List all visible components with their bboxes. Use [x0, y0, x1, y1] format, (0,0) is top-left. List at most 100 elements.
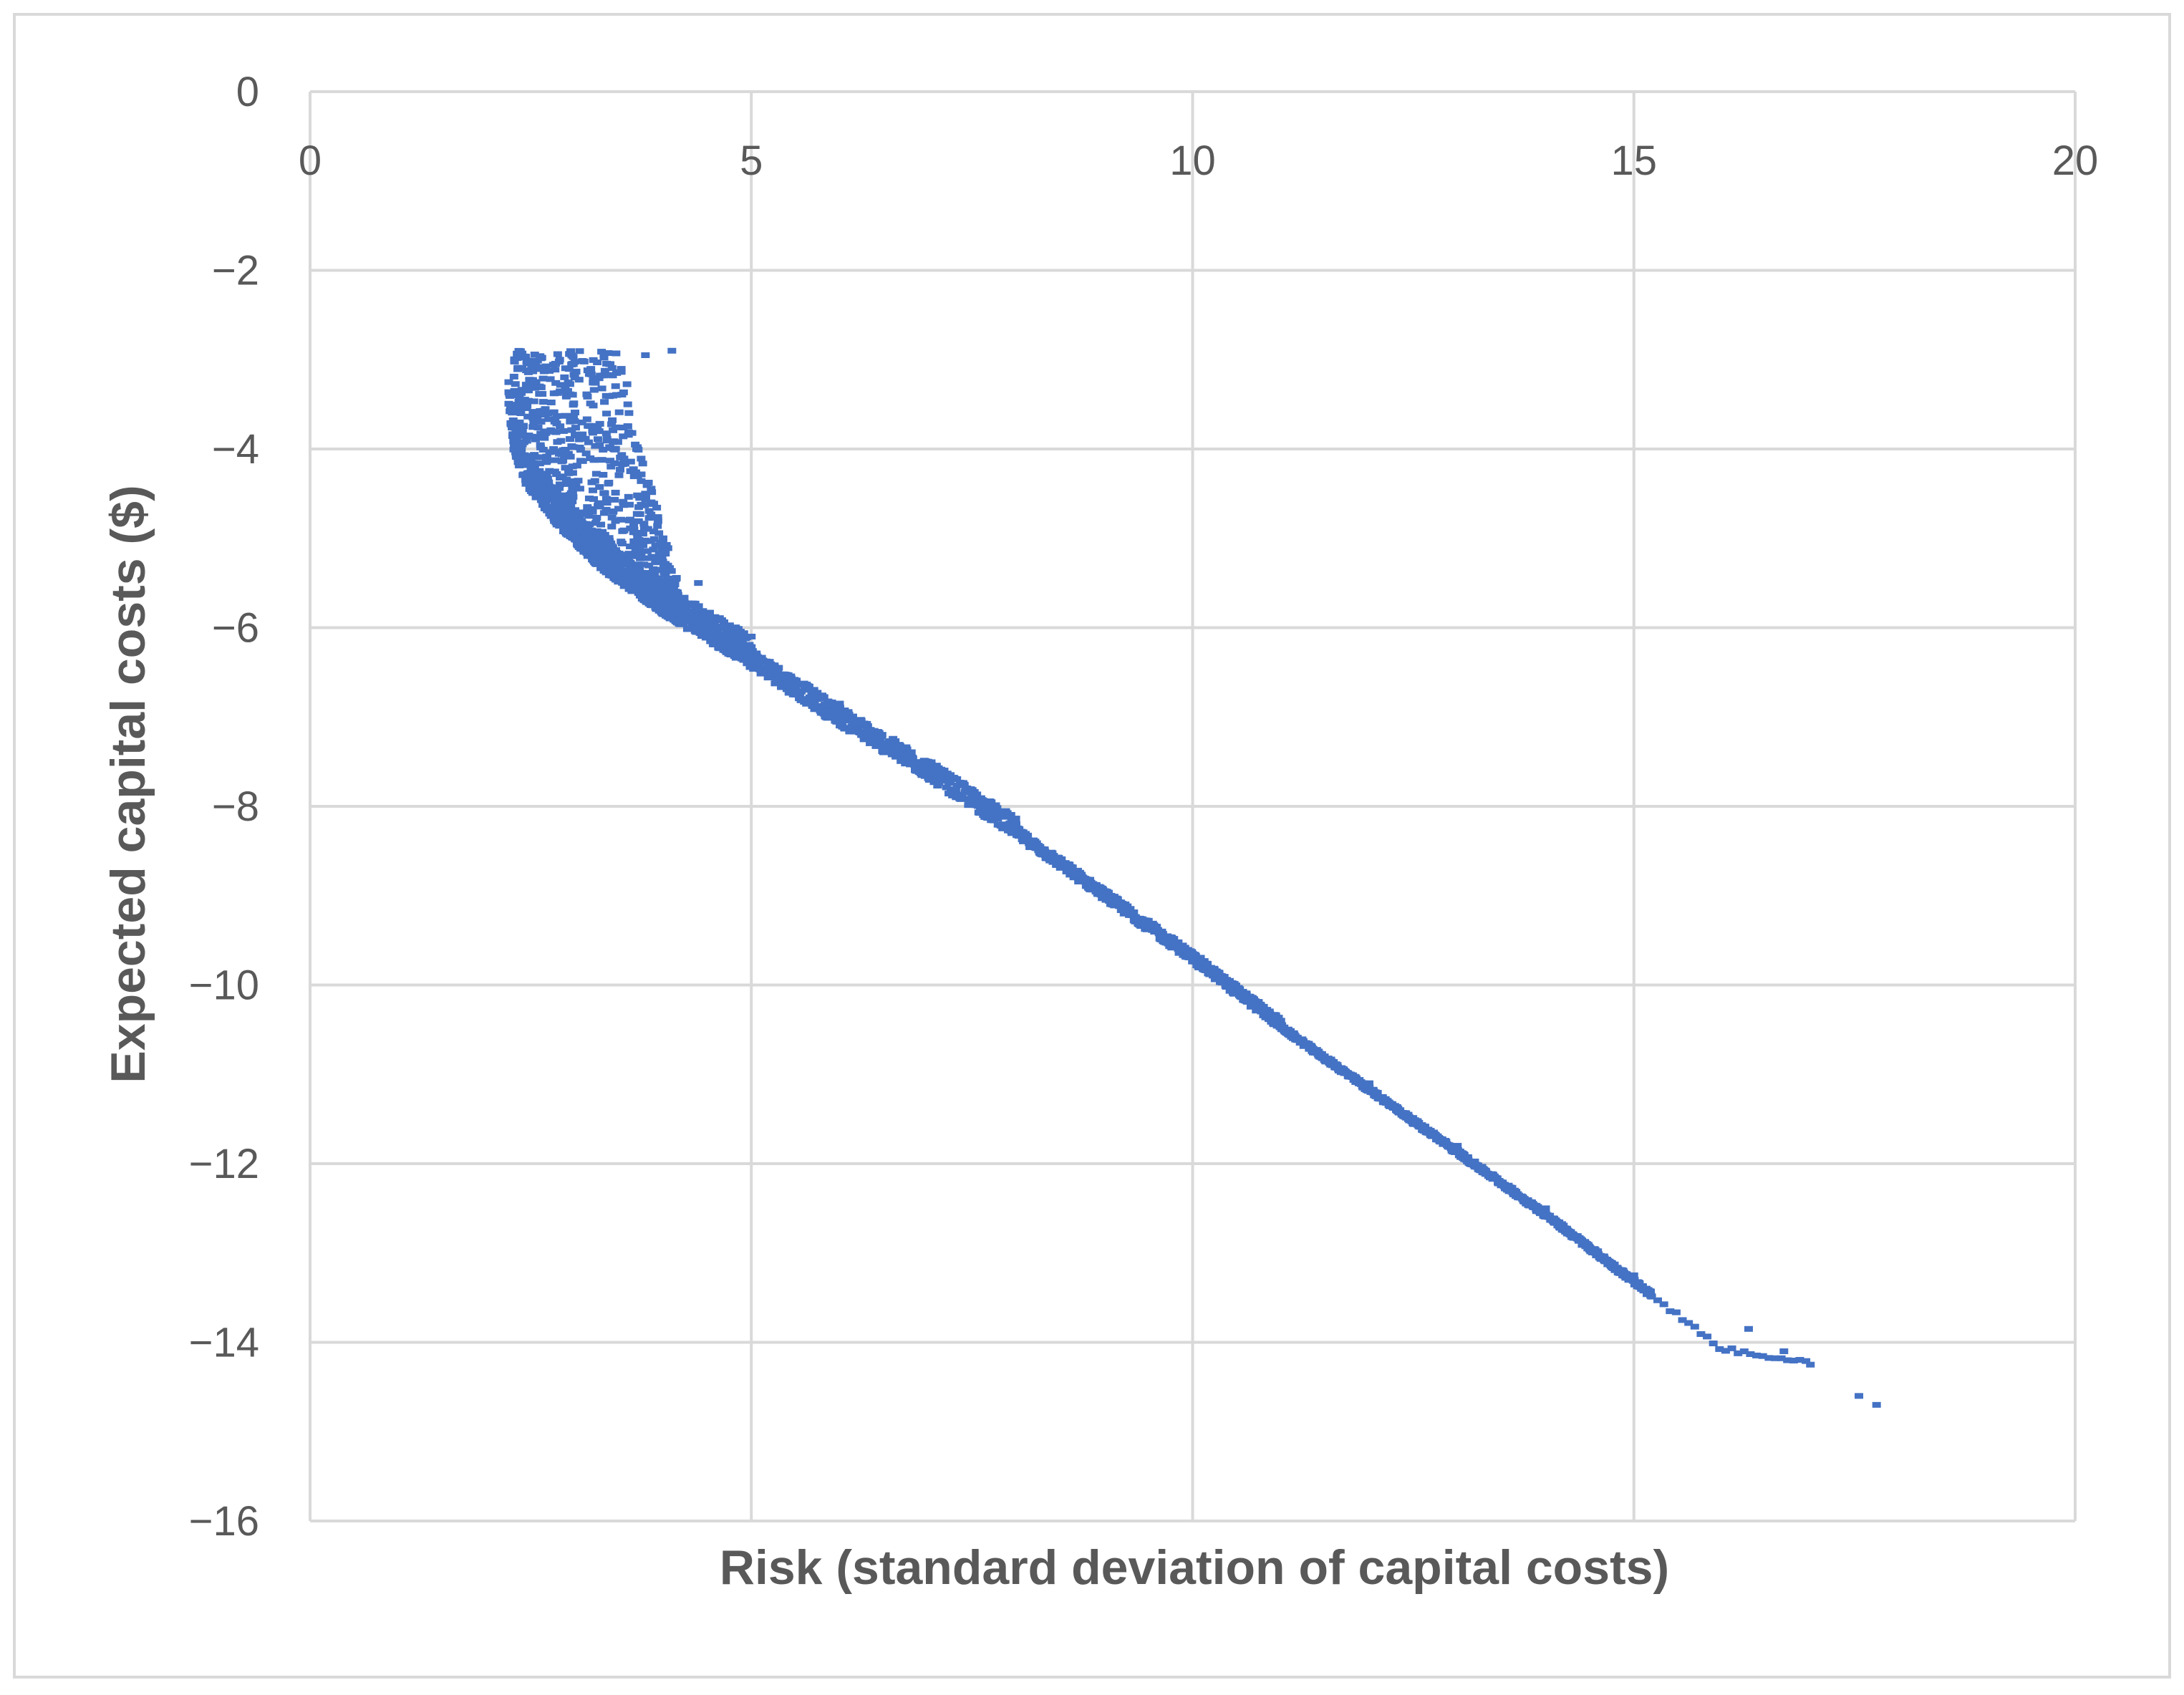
scatter-point	[1074, 879, 1083, 885]
scatter-point	[1629, 1272, 1638, 1278]
scatter-point	[549, 428, 559, 435]
scatter-point	[1709, 1341, 1718, 1347]
scatter-point	[627, 582, 637, 589]
scatter-point	[527, 364, 536, 370]
scatter-point	[892, 753, 901, 760]
scatter-point	[519, 471, 528, 478]
scatter-point	[550, 498, 559, 505]
scatter-point	[579, 358, 589, 364]
scatter-point	[649, 566, 658, 572]
scatter-point	[551, 486, 560, 493]
scatter-point	[629, 551, 638, 558]
scatter-point	[504, 379, 513, 385]
scatter-point	[522, 367, 531, 374]
scatter-point	[584, 439, 593, 445]
scatter-point	[584, 544, 593, 550]
scatter-point	[607, 421, 617, 428]
scatter-point	[942, 784, 951, 791]
scatter-point	[997, 813, 1006, 819]
scatter-point	[575, 523, 584, 529]
scatter-point	[535, 454, 544, 460]
scatter-point	[539, 368, 549, 375]
scatter-point	[675, 620, 684, 627]
scatter-point	[629, 564, 638, 570]
scatter-point	[614, 506, 623, 512]
scatter-point	[595, 503, 604, 510]
scatter-point	[821, 701, 830, 708]
scatter-point	[525, 377, 534, 383]
scatter-point	[657, 581, 667, 587]
scatter-point	[1276, 1018, 1285, 1024]
scatter-point	[546, 376, 555, 382]
y-tick-label: −14	[189, 1320, 259, 1366]
scatter-point	[549, 409, 559, 415]
scatter-point	[622, 381, 632, 387]
scatter-point	[535, 383, 544, 390]
scatter-point	[599, 490, 609, 496]
scatter-point	[745, 662, 755, 669]
scatter-point	[623, 551, 632, 558]
scatter-point	[634, 561, 643, 568]
scatter-point	[546, 399, 556, 405]
scatter-point	[637, 455, 646, 462]
scatter-point	[632, 573, 641, 579]
scatter-point	[1647, 1293, 1656, 1300]
scatter-point	[619, 460, 628, 467]
scatter-point	[571, 369, 581, 375]
scatter-point	[611, 518, 620, 524]
scatter-point	[1541, 1205, 1550, 1212]
scatter-point	[637, 478, 646, 484]
scatter-point	[568, 463, 577, 470]
scatter-point	[616, 466, 625, 473]
scatter-point	[659, 535, 667, 541]
scatter-point	[641, 494, 650, 501]
scatter-point	[1100, 888, 1109, 894]
scatter-point	[987, 799, 996, 806]
scatter-point	[1690, 1323, 1699, 1330]
scatter-point	[550, 457, 559, 463]
scatter-point	[540, 504, 549, 511]
scatter-point	[661, 551, 670, 557]
scatter-point	[528, 368, 538, 375]
scatter-point	[574, 544, 584, 550]
scatter-point	[808, 702, 817, 709]
scatter-point	[538, 494, 548, 501]
scatter-point	[604, 572, 614, 579]
scatter-point	[841, 725, 851, 731]
scatter-point	[574, 526, 584, 533]
scatter-point	[597, 562, 607, 569]
scatter-point	[1113, 896, 1122, 902]
scatter-point	[572, 511, 581, 518]
y-tick-label: −6	[212, 605, 259, 652]
scatter-point	[1806, 1361, 1815, 1368]
scatter-point	[1129, 911, 1139, 917]
scatter-point	[533, 425, 543, 431]
scatter-point	[583, 528, 592, 535]
scatter-point	[536, 476, 545, 483]
scatter-point	[871, 743, 881, 749]
scatter-point	[561, 385, 570, 391]
scatter-point	[642, 548, 652, 554]
scatter-point	[608, 417, 617, 423]
scatter-point	[639, 561, 649, 568]
scatter-point	[623, 423, 632, 430]
scatter-point	[629, 526, 639, 533]
scatter-point	[569, 354, 578, 360]
scatter-point	[549, 446, 559, 453]
scatter-point	[591, 422, 601, 429]
scatter-point	[601, 547, 611, 554]
scatter-point	[570, 418, 579, 425]
scatter-point	[568, 498, 577, 505]
scatter-point	[548, 509, 557, 516]
scatter-point	[1752, 1352, 1762, 1358]
scatter-point	[1802, 1358, 1811, 1364]
scatter-point	[523, 413, 533, 420]
scatter-point	[619, 527, 629, 533]
scatter-point	[1012, 821, 1020, 827]
scatter-point	[528, 460, 538, 467]
scatter-point	[681, 605, 690, 612]
scatter-point	[521, 405, 531, 411]
scatter-point	[647, 486, 656, 492]
scatter-point	[644, 508, 654, 514]
scatter-point	[728, 642, 738, 649]
